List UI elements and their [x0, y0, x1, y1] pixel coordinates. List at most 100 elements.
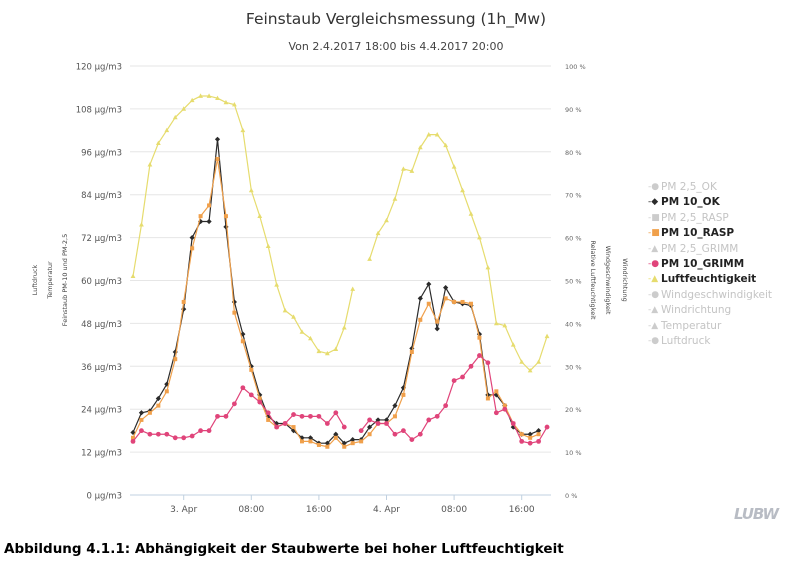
legend-symbol-triangle-icon: -▲	[648, 243, 659, 254]
data-point	[215, 95, 220, 100]
y-right-tick-label: 70 %	[565, 192, 582, 200]
legend-item-luftdruck[interactable]: -● Luftdruck	[648, 334, 772, 349]
data-point	[308, 439, 313, 444]
data-point	[350, 286, 356, 291]
data-point	[274, 282, 280, 287]
legend-item-pm-2-5-ok[interactable]: -● PM 2,5_OK	[648, 180, 772, 195]
data-point	[443, 142, 449, 148]
data-point	[502, 403, 507, 408]
legend-item-pm-10-ok[interactable]: -◆ PM 10_OK	[648, 195, 772, 210]
data-point	[493, 410, 499, 416]
legend-item-pm-2-5-rasp[interactable]: -■ PM 2,5_RASP	[648, 211, 772, 226]
data-point	[206, 93, 212, 98]
data-point	[342, 444, 347, 449]
data-point	[443, 285, 449, 291]
data-point	[147, 431, 153, 437]
y-right-tick-label: 10 %	[565, 449, 582, 457]
legend-symbol-circle-icon: -●	[648, 258, 660, 269]
series-line-luftfeuchtigkeit	[132, 95, 354, 355]
data-point	[130, 438, 136, 444]
data-point	[240, 339, 245, 344]
data-point	[451, 378, 457, 383]
y-axis-right-titles: Relative Luftfeuchtigkeit Windgeschwindig…	[589, 240, 629, 320]
series-line-luftfeuchtigkeit	[369, 134, 548, 372]
data-point	[207, 203, 212, 208]
data-point	[333, 431, 339, 437]
data-point	[401, 166, 406, 171]
data-point	[434, 326, 440, 332]
data-point	[316, 413, 322, 419]
data-point	[392, 196, 398, 201]
data-point	[367, 256, 372, 261]
data-point	[139, 428, 144, 434]
data-point	[528, 435, 533, 440]
data-point	[215, 156, 220, 161]
y-right-tick-label: 30 %	[565, 363, 582, 371]
data-point	[147, 410, 152, 415]
series-pm-10-ok	[130, 136, 542, 446]
series-line-pm-10-rasp	[132, 158, 539, 448]
data-point	[324, 440, 330, 446]
lubw-logo: LUBW	[734, 505, 779, 523]
y-right-title: Windgeschwindigkeit	[604, 246, 612, 315]
y-axis-left-titles: Feinstaub PM-10 und PM-2,5 Temperatur Luft…	[31, 234, 69, 326]
legend-item-windgeschwindigkeit[interactable]: -● Windgeschwindigkeit	[648, 288, 772, 303]
legend-item-pm-10-rasp[interactable]: -■ PM 10_RASP	[648, 226, 772, 241]
data-point	[468, 211, 474, 216]
x-tick-label: 08:00	[441, 505, 467, 515]
legend: -● PM 2,5_OK -◆ PM 10_OK -■ PM 2,5_RASP -■ PM 1…	[648, 180, 772, 349]
data-point	[426, 281, 432, 287]
y-left-tick-label: 60 µg/m3	[81, 277, 122, 287]
data-point	[477, 353, 482, 358]
legend-symbol-square-icon: -■	[648, 212, 660, 223]
data-point	[299, 329, 305, 334]
data-point	[341, 440, 347, 446]
data-point	[324, 350, 330, 356]
data-point	[493, 392, 499, 398]
data-point	[443, 403, 449, 409]
data-point	[375, 417, 381, 423]
y-right-tick-label: 100 %	[565, 63, 586, 71]
y-axis-right: 0 % 10 % 20 % 30 % 40 % 50 % 60 % 70 % 80 % 90 % 1…	[565, 63, 586, 500]
legend-item-luftfeuchtigkeit[interactable]: -▲ Luftfeuchtigkeit	[648, 272, 772, 287]
data-point	[341, 424, 347, 430]
data-point	[333, 410, 339, 416]
data-point	[401, 392, 406, 397]
data-point	[131, 435, 135, 440]
data-point	[469, 301, 473, 306]
series-luftfeuchtigkeit	[130, 93, 550, 373]
data-point	[308, 413, 313, 419]
data-point	[130, 273, 136, 279]
legend-item-pm-2-5-grimm[interactable]: -▲ PM 2,5_GRIMM	[648, 242, 772, 257]
data-point	[519, 432, 524, 437]
data-point	[536, 432, 541, 437]
data-point	[138, 410, 145, 416]
data-point	[527, 440, 533, 446]
data-point	[172, 435, 178, 441]
data-point	[316, 348, 322, 354]
legend-item-windrichtung[interactable]: -▲ Windrichtung	[648, 303, 772, 318]
data-point	[173, 357, 178, 362]
data-point	[232, 310, 237, 315]
x-tick-label: 16:00	[306, 505, 332, 515]
chart-title: Feinstaub Vergleichsmessung (1h_Mw)	[246, 10, 546, 29]
x-tick-label: 16:00	[509, 505, 535, 515]
data-point	[401, 428, 406, 434]
series-pm-10-grimm	[130, 353, 550, 446]
legend-symbol-diamond-icon: -◆	[648, 197, 659, 208]
data-point	[477, 335, 482, 340]
data-point	[291, 412, 296, 417]
data-point	[155, 140, 161, 146]
legend-label: Luftdruck	[661, 334, 711, 347]
legend-item-pm-10-grimm[interactable]: -● PM 10_GRIMM	[648, 257, 772, 272]
data-point	[164, 389, 169, 394]
legend-item-temperatur[interactable]: -▲ Temperatur	[648, 319, 772, 334]
legend-label: PM 2,5_GRIMM	[661, 242, 739, 255]
data-point	[181, 306, 187, 312]
data-point	[181, 435, 187, 441]
data-point	[460, 374, 465, 380]
data-point	[325, 444, 330, 449]
data-point	[426, 417, 432, 423]
data-point	[392, 414, 397, 419]
legend-symbol-circle-icon: -●	[648, 335, 660, 346]
